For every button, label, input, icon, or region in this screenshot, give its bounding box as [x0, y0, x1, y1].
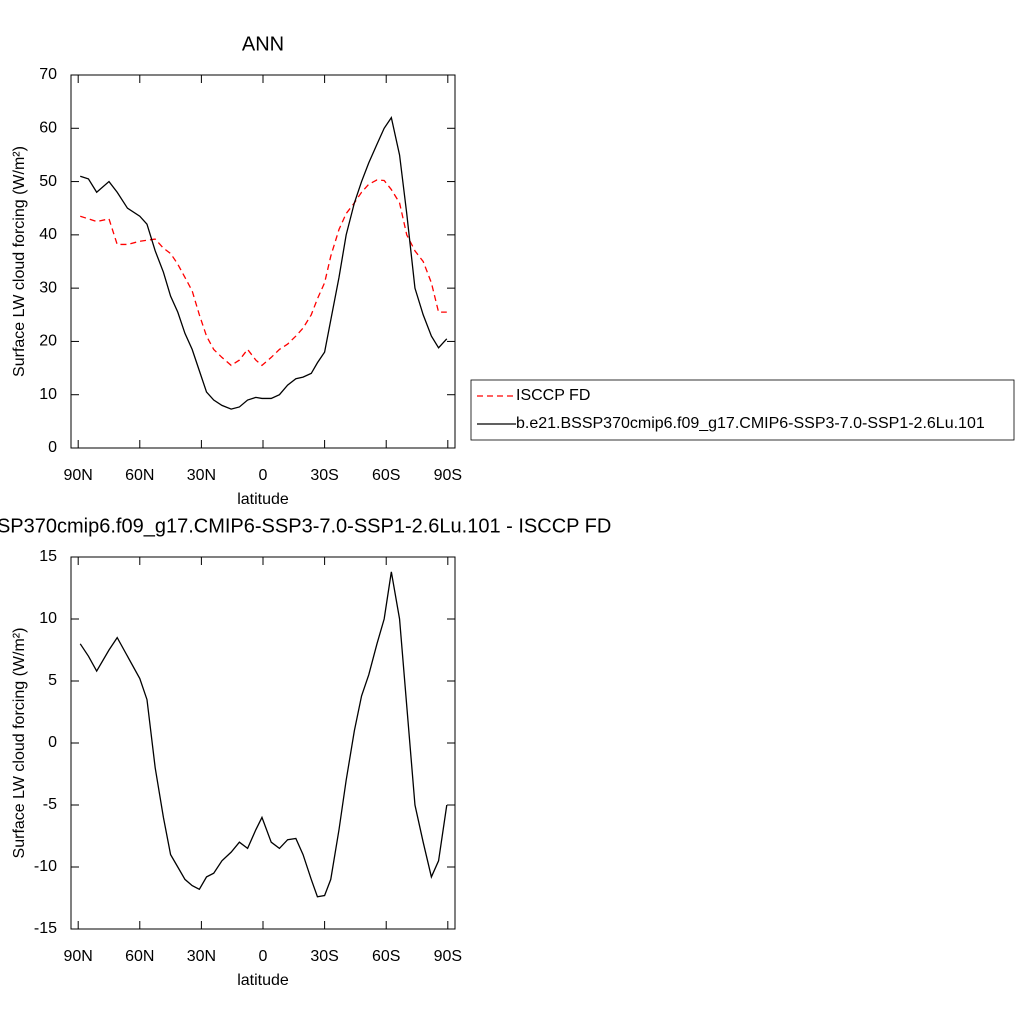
- x-tick-label: 30N: [187, 467, 216, 484]
- plot-frame: [70, 74, 456, 449]
- legend-label: ISCCP FD: [516, 387, 590, 404]
- y-tick-label: 70: [39, 66, 57, 83]
- data-line: [80, 179, 447, 367]
- x-tick-label: 90S: [434, 467, 462, 484]
- y-tick-label: 0: [48, 734, 57, 751]
- x-tick-label: 60N: [125, 467, 154, 484]
- y-tick-label: 10: [39, 610, 57, 627]
- y-axis-label: Surface LW cloud forcing (W/m²): [11, 146, 28, 377]
- x-tick-label: 60N: [125, 948, 154, 965]
- y-tick-label: 20: [39, 333, 57, 350]
- x-tick-label: 30N: [187, 948, 216, 965]
- y-tick-label: 50: [39, 173, 57, 190]
- x-tick-label: 60S: [372, 948, 400, 965]
- y-tick-label: -5: [43, 796, 57, 813]
- y-tick-label: 0: [48, 439, 57, 456]
- y-tick-label: 10: [39, 386, 57, 403]
- x-tick-label: 30S: [310, 467, 338, 484]
- legend-box: [470, 379, 1015, 441]
- x-tick-label: 0: [259, 948, 268, 965]
- y-tick-label: 5: [48, 672, 57, 689]
- x-tick-label: 0: [259, 467, 268, 484]
- y-tick-label: 60: [39, 120, 57, 137]
- x-tick-label: 30S: [310, 948, 338, 965]
- y-tick-label: 30: [39, 279, 57, 296]
- y-tick-label: 15: [39, 548, 57, 565]
- x-tick-label: 90N: [64, 467, 93, 484]
- y-tick-label: -10: [34, 858, 57, 875]
- data-line: [79, 571, 448, 898]
- legend-label: b.e21.BSSP370cmip6.f09_g17.CMIP6-SSP3-7.…: [516, 415, 985, 432]
- y-tick-label: 40: [39, 226, 57, 243]
- x-axis-label: latitude: [237, 972, 289, 989]
- x-tick-label: 90S: [434, 948, 462, 965]
- y-tick-label: -15: [34, 920, 57, 937]
- x-axis-label: latitude: [237, 491, 289, 508]
- x-tick-label: 60S: [372, 467, 400, 484]
- x-tick-label: 90N: [64, 948, 93, 965]
- chart-title: ANN: [242, 33, 284, 55]
- plot-frame: [70, 556, 456, 930]
- chart-title: b.e21.BSSP370cmip6.f09_g17.CMIP6-SSP3-7.…: [0, 515, 611, 537]
- data-line: [80, 116, 448, 410]
- y-axis-label: Surface LW cloud forcing (W/m²): [11, 628, 28, 859]
